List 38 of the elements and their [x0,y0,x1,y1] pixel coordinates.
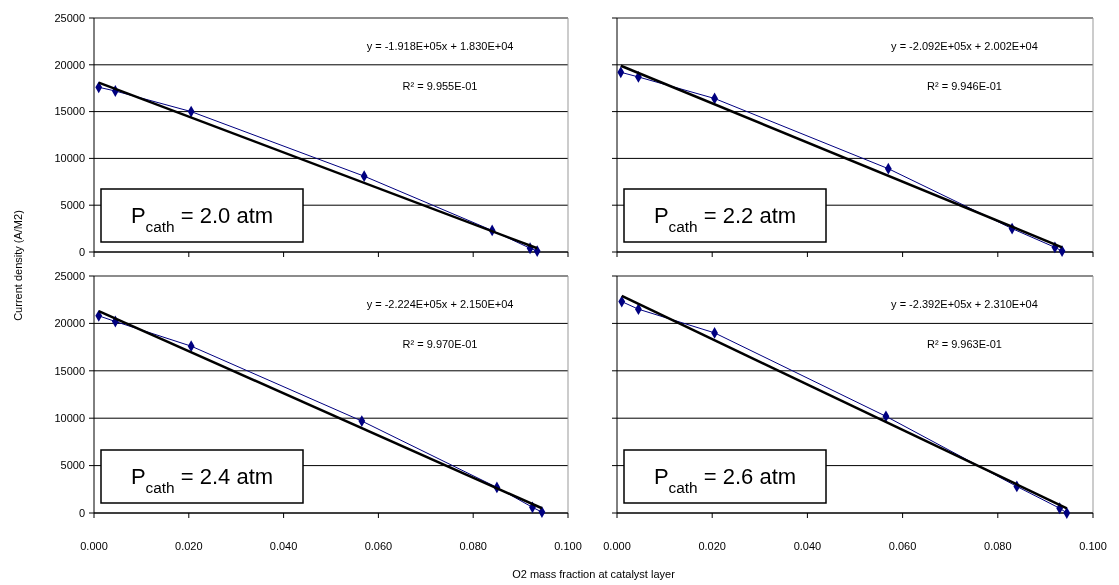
y-tick-label: 10000 [54,412,85,425]
y-tick-label: 0 [78,245,85,258]
y-tick-label: 5000 [60,459,85,472]
x-tick-label: 0.100 [1079,540,1107,552]
annotation: P$_{cath}$ = 2.2 atm [653,203,797,235]
x-tick-label: 0.000 [80,540,108,552]
annotation: P$_{cath}$ = 2.4 atm [130,464,274,496]
annotation: R² = 9.946E-01 [927,80,1002,92]
annotation: R² = 9.963E-01 [927,338,1002,350]
x-tick-label: 0.060 [364,540,393,552]
x-tick-label: 0.080 [984,540,1012,552]
x-tick-label: 0.060 [888,540,917,552]
annotation: y = -2.224E+05x + 2.150E+04 [366,298,514,310]
annotation: y = -2.092E+05x + 2.002E+04 [891,40,1038,52]
x-tick-label: 0.020 [175,540,203,552]
y-tick-label: 0 [78,506,85,519]
x-tick-label: 0.080 [459,540,487,552]
x-tick-label: 0.000 [603,540,631,552]
annotation: R² = 9.970E-01 [402,338,478,350]
x-axis-title: O2 mass fraction at catalyst layer [512,568,676,580]
x-tick-label: 0.020 [698,540,726,552]
y-tick-label: 5000 [60,199,85,212]
x-tick-label: 0.100 [554,540,582,552]
annotation: R² = 9.955E-01 [402,80,478,92]
y-tick-label: 15000 [54,105,85,118]
y-tick-label: 20000 [54,58,85,71]
y-tick-label: 25000 [54,269,85,282]
x-tick-label: 0.040 [793,540,822,552]
annotation: y = -2.392E+05x + 2.310E+04 [891,298,1038,310]
x-tick-label: 0.040 [269,540,298,552]
annotation: P$_{cath}$ = 2.6 atm [653,464,797,496]
y-axis-title: Current density (A/M2) [12,210,24,321]
annotation: y = -1.918E+05x + 1.830E+04 [366,40,514,52]
y-tick-label: 10000 [54,152,85,165]
y-tick-label: 15000 [54,364,85,377]
y-tick-label: 20000 [54,317,85,330]
y-tick-label: 25000 [54,11,85,24]
annotation: P$_{cath}$ = 2.0 atm [130,203,274,235]
